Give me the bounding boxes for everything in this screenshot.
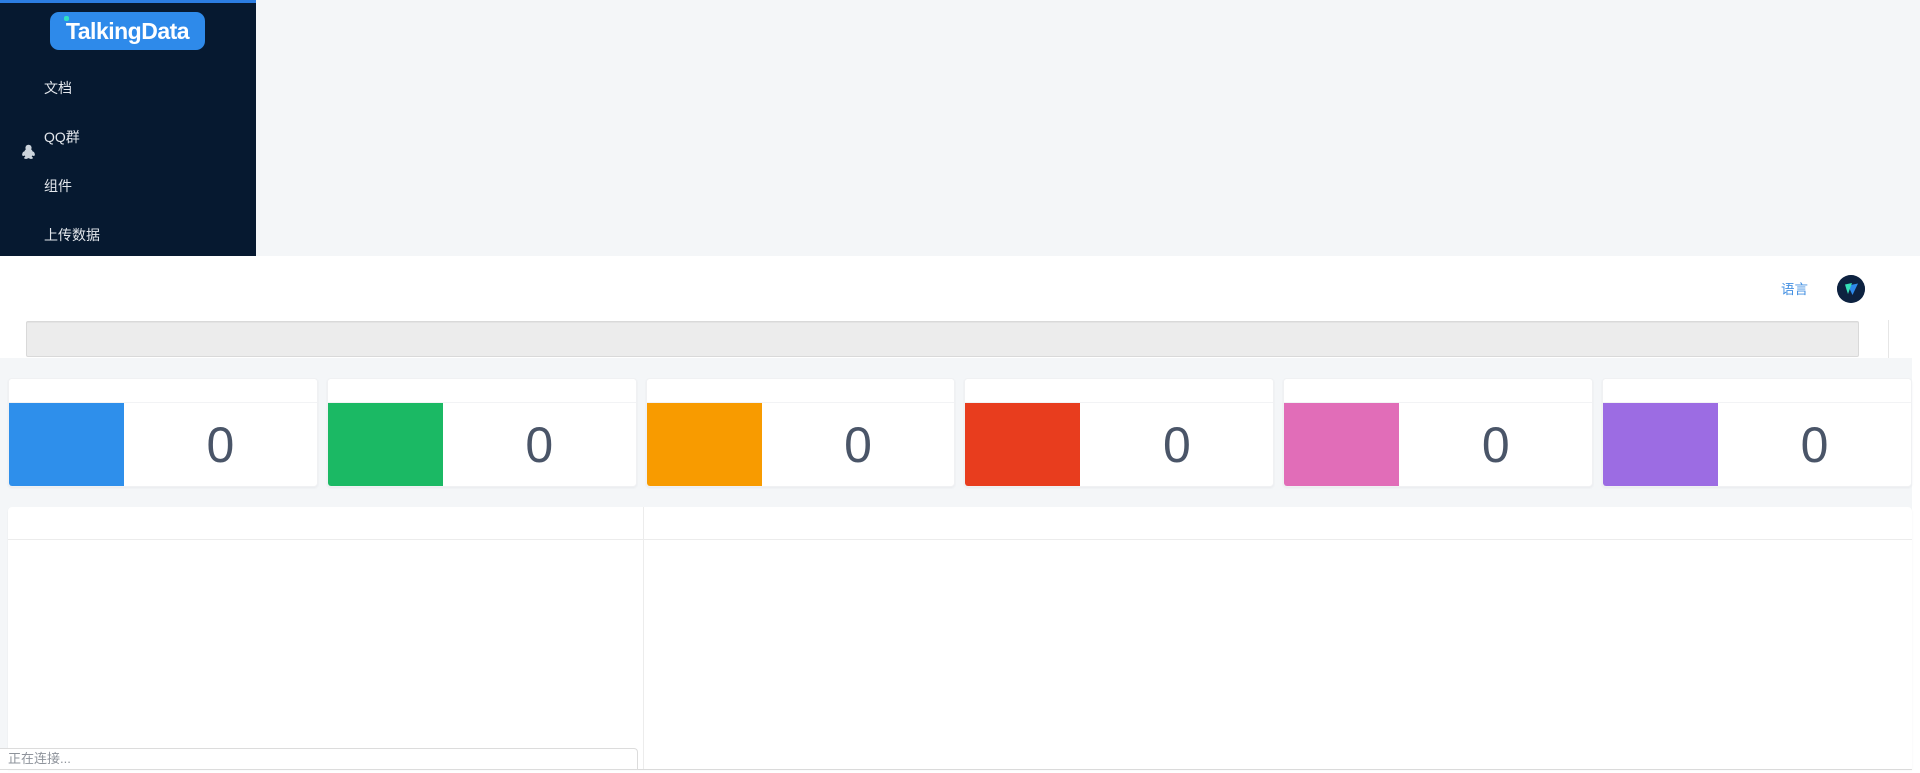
stat-color-block [327, 403, 443, 486]
sidebar-item-label: QQ群 [44, 129, 80, 145]
sidebar-item-label: 文档 [44, 80, 72, 96]
stat-value: 0 [525, 416, 554, 473]
content-panel [8, 507, 1912, 769]
stat-card-orange: 0 [645, 378, 956, 487]
stat-value: 0 [1481, 416, 1510, 473]
stat-card-red: 0 [964, 378, 1275, 487]
stat-color-block [1284, 403, 1400, 486]
stat-card-blue: 0 [8, 378, 318, 487]
sidebar-item-label: 组件 [44, 178, 72, 194]
stat-card-purple: 0 [1602, 378, 1912, 487]
sidebar: TalkingData 文档 QQ群 组件 上传数据 [0, 0, 256, 256]
stat-value: 0 [1162, 416, 1191, 473]
logo-tick-icon [63, 15, 69, 21]
stat-card-header [965, 379, 1274, 403]
vertical-scrollbar-track[interactable] [1912, 320, 1920, 770]
stat-value: 0 [844, 416, 872, 473]
scrollbar-separator [1888, 320, 1889, 358]
stat-card-header [327, 379, 636, 403]
stat-color-block [9, 403, 124, 486]
user-avatar[interactable] [1837, 275, 1865, 303]
talkingdata-mark-icon [1837, 275, 1865, 303]
stat-card-header [1603, 379, 1911, 403]
connection-status-bar: 正在连接... [0, 748, 638, 770]
stat-card-header [9, 379, 317, 403]
logo-text: TalkingData [63, 15, 190, 44]
stat-color-block [965, 403, 1081, 486]
stat-value: 0 [1800, 416, 1829, 473]
stat-value: 0 [206, 416, 235, 473]
stat-card-pink: 0 [1283, 378, 1594, 487]
language-switcher[interactable]: 语言 [1781, 282, 1808, 297]
horizontal-scrollbar-thumb[interactable] [26, 321, 1859, 357]
sidebar-item-components[interactable]: 组件 [0, 162, 256, 211]
stat-card-header [1284, 379, 1593, 403]
stat-card-green: 0 [326, 378, 637, 487]
qq-penguin-icon [21, 130, 36, 159]
stats-card-row: 0 0 0 0 0 0 [8, 378, 1912, 487]
talkingdata-logo[interactable]: TalkingData [50, 12, 205, 50]
sidebar-item-upload-data[interactable]: 上传数据 [0, 211, 256, 260]
header-bar [0, 256, 1920, 320]
sidebar-item-qq-group[interactable]: QQ群 [0, 113, 256, 162]
sidebar-item-label: 上传数据 [44, 227, 100, 243]
panel-header-row [8, 507, 1912, 540]
stat-color-block [646, 403, 762, 486]
panel-bottom-border [0, 769, 1912, 770]
top-header-area [0, 0, 1920, 256]
sidebar-accent-bar [0, 0, 256, 3]
stat-card-header [646, 379, 955, 403]
sidebar-menu: 文档 QQ群 组件 上传数据 [0, 64, 256, 260]
stat-color-block [1603, 403, 1719, 486]
sidebar-item-docs[interactable]: 文档 [0, 64, 256, 113]
panel-vertical-divider [643, 507, 644, 769]
